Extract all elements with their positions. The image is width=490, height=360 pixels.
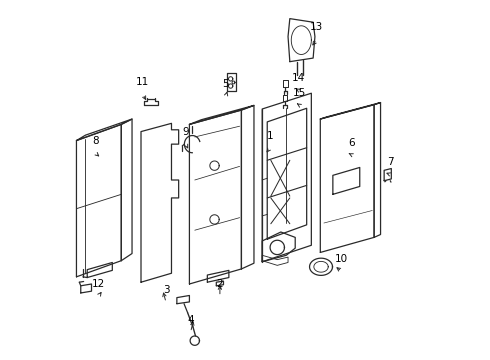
Text: 3: 3	[163, 285, 170, 296]
Text: 8: 8	[92, 136, 99, 146]
Text: 13: 13	[310, 22, 323, 32]
Text: 12: 12	[92, 279, 105, 289]
Text: 4: 4	[187, 315, 194, 325]
Text: 14: 14	[292, 73, 305, 83]
Text: 2: 2	[217, 279, 223, 289]
Text: 7: 7	[387, 157, 394, 167]
Text: 10: 10	[335, 254, 348, 264]
Text: 15: 15	[293, 88, 306, 98]
Text: 9: 9	[182, 127, 189, 137]
Text: 5: 5	[222, 78, 229, 89]
Text: 11: 11	[136, 77, 149, 87]
Text: 1: 1	[267, 131, 273, 140]
Text: 6: 6	[348, 138, 355, 148]
